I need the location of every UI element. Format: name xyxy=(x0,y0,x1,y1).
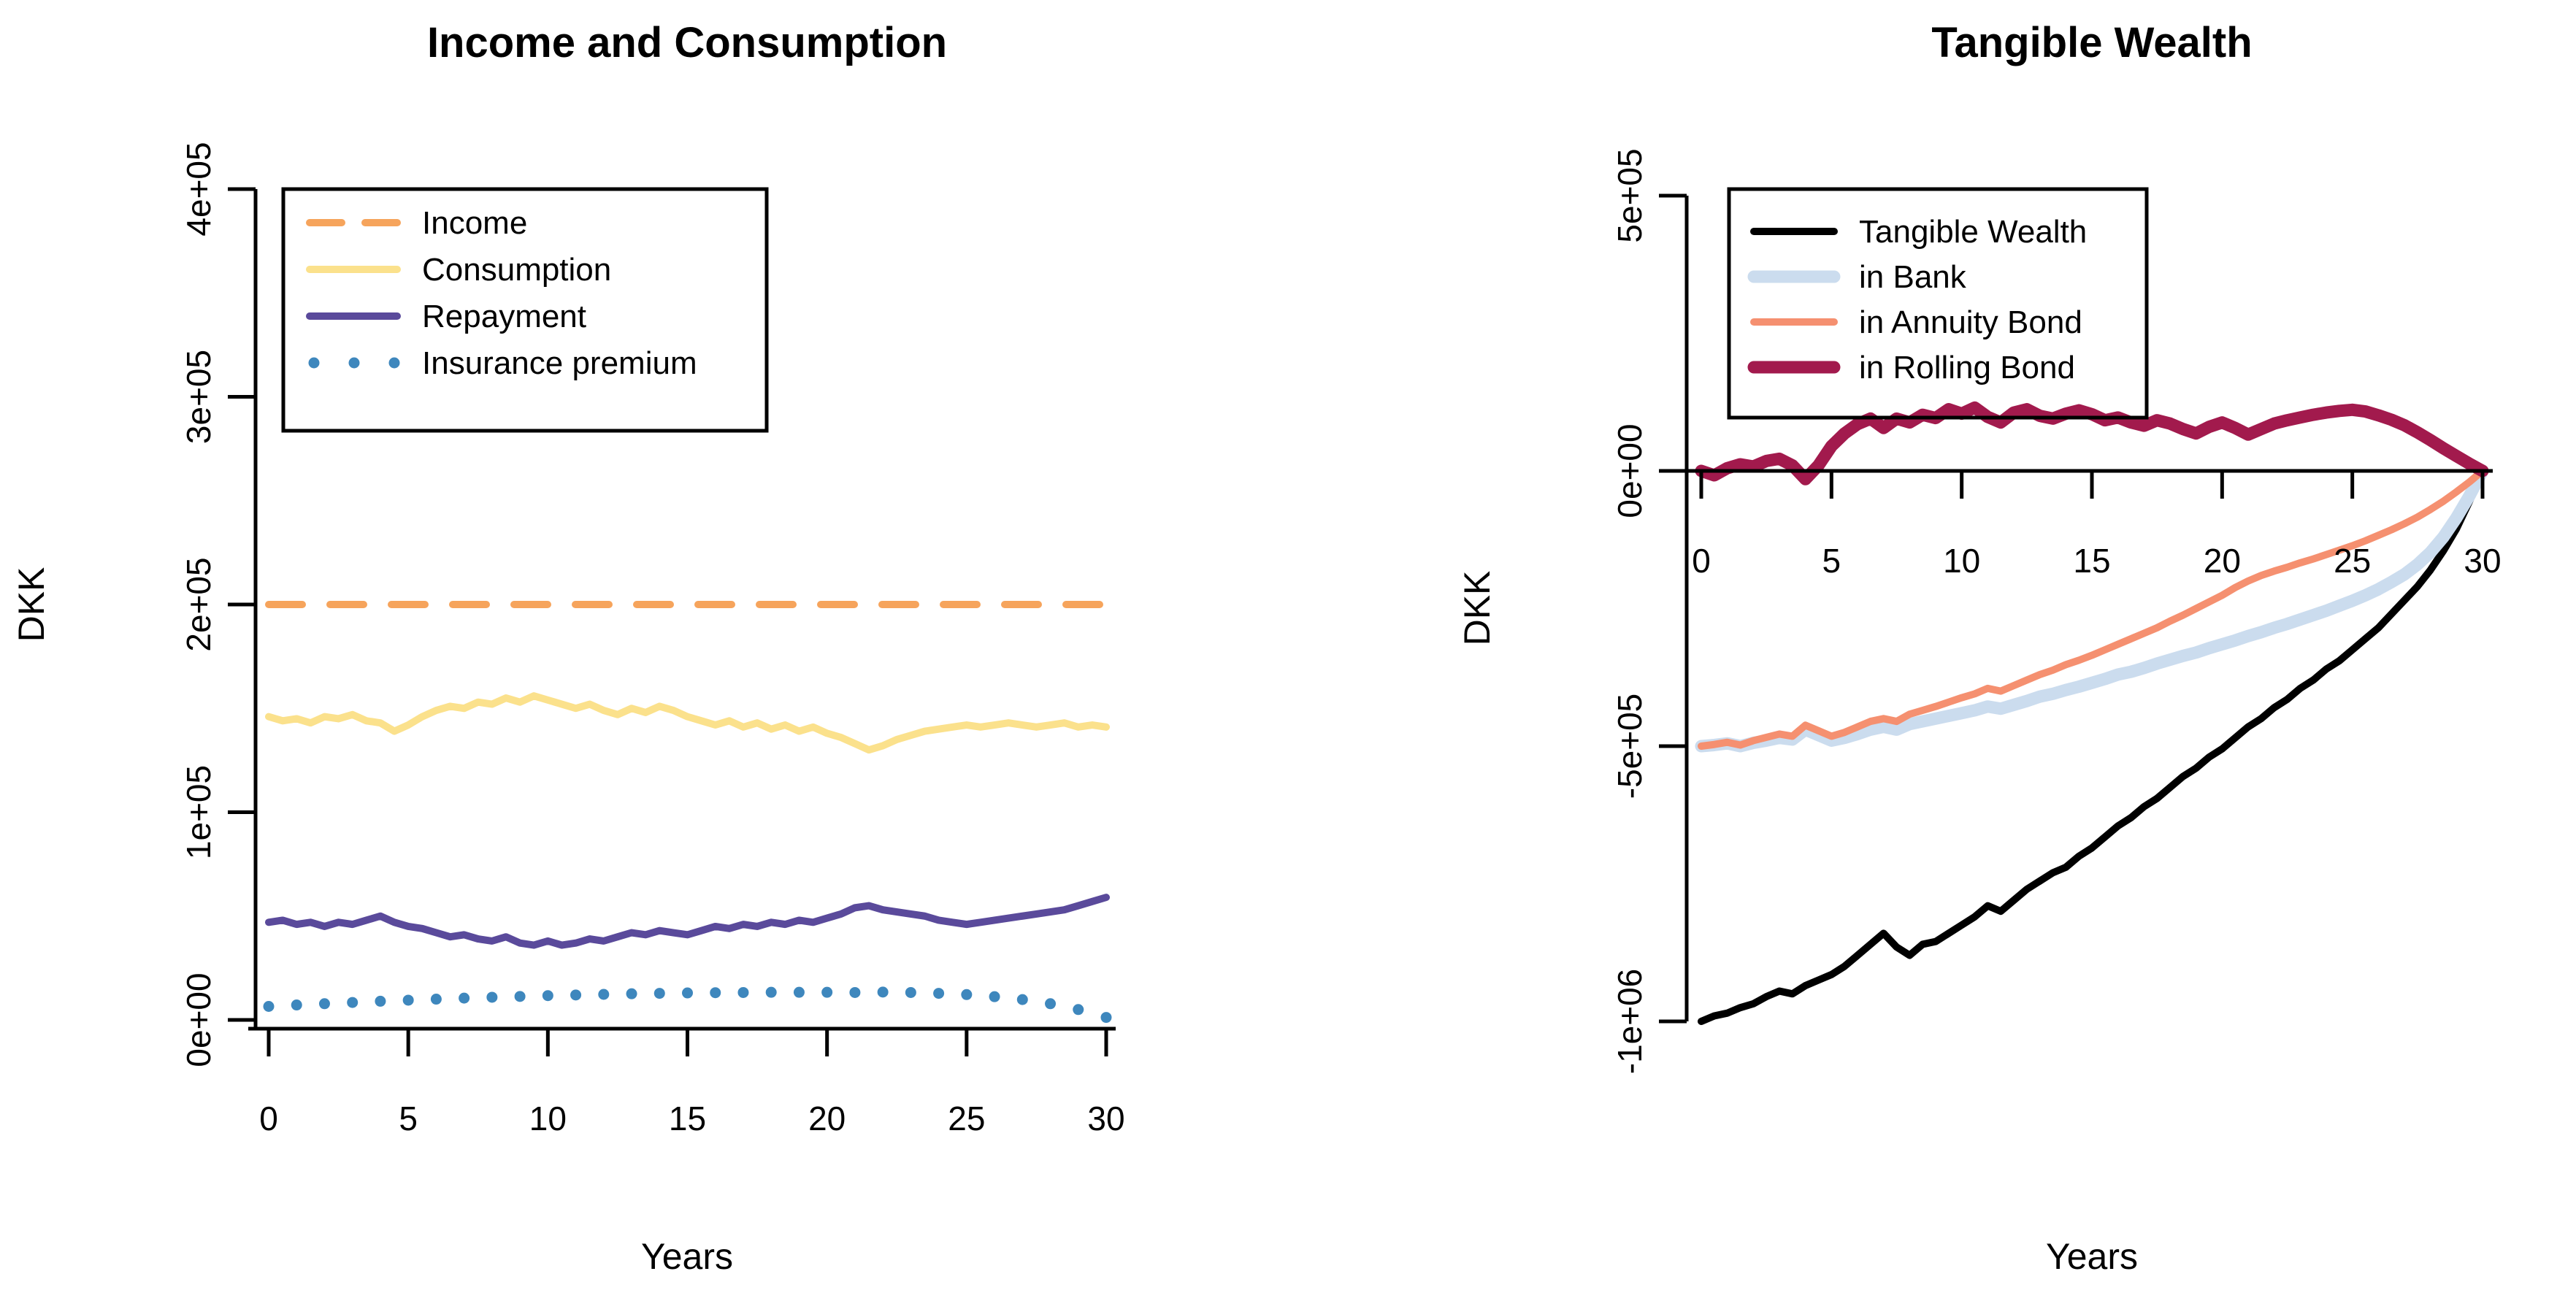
x-tick-label: 20 xyxy=(808,1099,846,1137)
x-tick-label: 30 xyxy=(2464,542,2501,580)
left-title: Income and Consumption xyxy=(427,19,947,66)
x-tick-label: 25 xyxy=(948,1099,985,1137)
y-tick-label: 4e+05 xyxy=(180,142,218,236)
y-tick-label: -5e+05 xyxy=(1611,694,1649,799)
right-legend-group: Tangible Wealth in Bank in Annuity Bond in … xyxy=(1727,187,2149,420)
series-point xyxy=(626,988,637,999)
series-point xyxy=(375,995,386,1007)
y-tick-label: 2e+05 xyxy=(180,557,218,651)
series-point xyxy=(570,989,582,1001)
series-point xyxy=(821,986,833,998)
series-point xyxy=(1016,994,1028,1005)
legend-swatch-dot xyxy=(308,357,320,369)
y-tick-label: -1e+06 xyxy=(1611,969,1649,1075)
x-tick-label: 30 xyxy=(1087,1099,1124,1137)
x-tick-label: 10 xyxy=(529,1099,567,1137)
right-series-group xyxy=(1695,401,2489,1025)
series-point xyxy=(961,989,973,1000)
x-tick-label: 20 xyxy=(2204,542,2241,580)
series-line xyxy=(1695,464,2489,753)
series-point xyxy=(849,986,861,998)
series-point xyxy=(793,986,805,998)
right-ylabel: DKK xyxy=(1457,571,1498,646)
left-ylabel: DKK xyxy=(11,567,52,642)
series-point xyxy=(653,988,665,999)
series-point xyxy=(263,1001,275,1013)
x-tick-label: 10 xyxy=(1943,542,1980,580)
legend-swatch-dot xyxy=(348,357,360,369)
series-line xyxy=(1695,401,2489,486)
legend-box xyxy=(1727,187,2149,420)
series-point xyxy=(1045,998,1057,1010)
series-point xyxy=(989,991,1000,1002)
right-axes-group: -1e+06 -5e+05 0e+00 5e+05 0 5 10 15 20 25 30 xyxy=(1611,148,2502,1074)
legend-label: Tangible Wealth xyxy=(1859,214,2087,250)
series-point xyxy=(765,986,777,998)
series-point xyxy=(459,992,470,1004)
y-tick-label: 3e+05 xyxy=(180,350,218,444)
left-xlabel: Years xyxy=(641,1236,733,1277)
series-line xyxy=(1698,467,2486,1025)
legend-label: Insurance premium xyxy=(422,345,697,381)
series-point xyxy=(598,989,610,1000)
series-line xyxy=(1698,467,2486,750)
left-series-group xyxy=(263,601,1112,1024)
x-tick-label: 0 xyxy=(1692,542,1711,580)
series-line xyxy=(265,894,1110,949)
y-tick-label: 0e+00 xyxy=(180,972,218,1067)
series-point xyxy=(682,987,693,999)
y-tick-label: 0e+00 xyxy=(1611,423,1649,518)
series-point xyxy=(737,986,749,998)
legend-label: in Annuity Bond xyxy=(1859,304,2082,340)
left-legend-group: Income Consumption Repayment Insurance prem… xyxy=(281,187,769,433)
series-point xyxy=(877,986,889,998)
left-axes-group: 0e+00 1e+05 2e+05 3e+05 4e+05 0 5 10 15 20 25 30 xyxy=(180,142,1125,1137)
x-tick-label: 15 xyxy=(2073,542,2110,580)
series-point xyxy=(291,999,302,1011)
series-point xyxy=(933,988,945,999)
series-point xyxy=(347,997,359,1008)
legend-label: in Bank xyxy=(1859,259,1967,295)
series-point xyxy=(542,990,553,1002)
legend-swatch-dot xyxy=(388,357,400,369)
legend-label: Repayment xyxy=(422,299,586,334)
legend-label: in Rolling Bond xyxy=(1859,350,2075,385)
series-point xyxy=(710,987,721,999)
right-xlabel: Years xyxy=(2046,1236,2138,1277)
series-point xyxy=(402,994,414,1006)
series-point xyxy=(514,991,526,1002)
left-panel: 0e+00 1e+05 2e+05 3e+05 4e+05 0 5 10 15 20 25 30 In… xyxy=(11,19,1125,1277)
series-point xyxy=(1100,1012,1112,1024)
legend-label: Income xyxy=(422,205,527,241)
y-tick-label: 1e+05 xyxy=(180,765,218,859)
right-title: Tangible Wealth xyxy=(1931,19,2252,66)
legend-label: Consumption xyxy=(422,252,611,288)
x-tick-label: 15 xyxy=(669,1099,706,1137)
series-point xyxy=(430,994,442,1005)
x-tick-label: 5 xyxy=(399,1099,418,1137)
right-panel: -1e+06 -5e+05 0e+00 5e+05 0 5 10 15 20 25 30 Tangi… xyxy=(1457,19,2502,1277)
x-tick-label: 0 xyxy=(259,1099,278,1137)
y-tick-label: 5e+05 xyxy=(1611,148,1649,242)
series-line xyxy=(265,692,1110,754)
series-point xyxy=(1073,1004,1084,1016)
series-point xyxy=(486,991,498,1003)
x-tick-label: 5 xyxy=(1822,542,1841,580)
x-tick-label: 25 xyxy=(2334,542,2371,580)
series-point xyxy=(318,998,330,1010)
legend-box xyxy=(281,187,769,433)
series-point xyxy=(905,986,916,998)
